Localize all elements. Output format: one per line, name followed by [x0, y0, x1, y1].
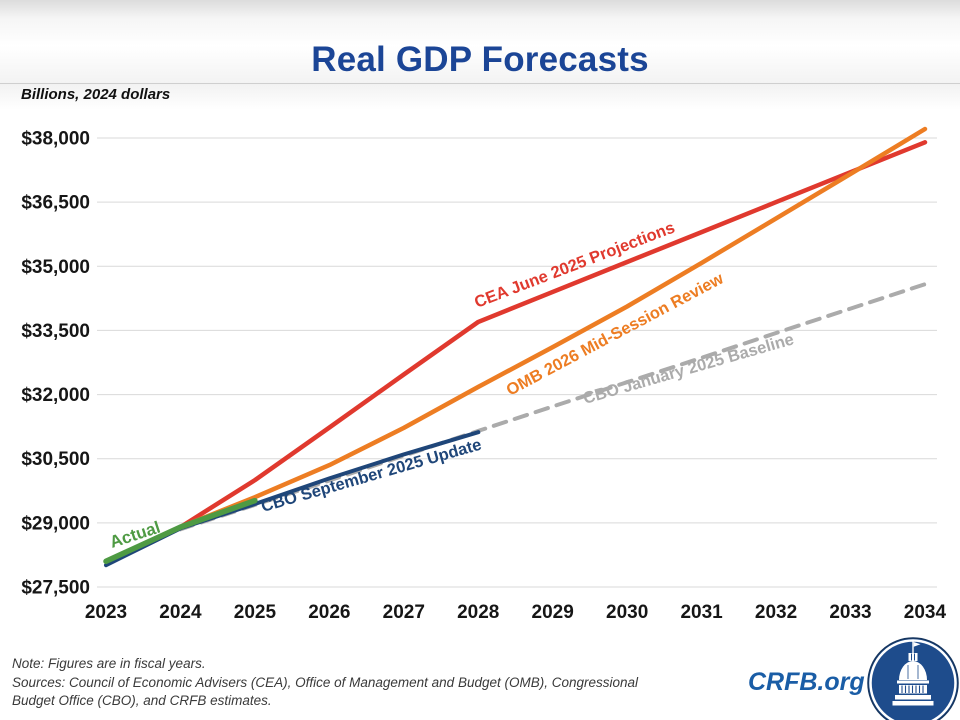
x-tick-label: 2033	[829, 602, 871, 623]
x-tick-label: 2023	[85, 602, 127, 623]
crfb-capitol-logo-icon	[867, 637, 959, 720]
note-line: Note: Figures are in fiscal years.	[12, 656, 206, 671]
chart-title: Real GDP Forecasts	[311, 40, 649, 80]
y-tick-label: $32,000	[21, 385, 90, 406]
crfb-url: CRFB.org	[748, 668, 865, 696]
series-label-cbo-september-2025-update: CBO September 2025 Update	[259, 436, 483, 516]
y-tick-label: $29,000	[21, 513, 90, 534]
chart-notes: Note: Figures are in fiscal years. Sourc…	[12, 655, 638, 711]
x-tick-label: 2032	[755, 602, 797, 623]
y-tick-label: $35,000	[21, 257, 90, 278]
gridlines	[97, 137, 937, 588]
logo-ring	[869, 639, 957, 720]
sources-line-2: Budget Office (CBO), and CRFB estimates.	[12, 693, 272, 708]
x-tick-label: 2025	[234, 602, 277, 623]
header-band	[0, 0, 960, 84]
gdp-forecast-line-chart: $27,500 $29,000 $30,500 $32,000 $33,500 $35,0…	[21, 126, 947, 623]
capitol-dome-icon	[892, 641, 934, 706]
y-axis-units-label: Billions, 2024 dollars	[21, 86, 171, 103]
x-tick-label: 2028	[457, 602, 499, 623]
x-tick-label: 2034	[904, 602, 947, 623]
x-tick-label: 2031	[680, 602, 723, 623]
y-axis-tick-labels: $27,500 $29,000 $30,500 $32,000 $33,500 $35,0…	[21, 129, 90, 599]
x-tick-label: 2026	[308, 602, 350, 623]
x-tick-label: 2030	[606, 602, 648, 623]
x-tick-label: 2027	[383, 602, 425, 623]
x-tick-label: 2024	[159, 602, 202, 623]
y-tick-label: $27,500	[21, 578, 90, 599]
series-line-actual	[103, 497, 258, 565]
y-tick-label: $38,000	[21, 129, 90, 150]
y-tick-label: $36,500	[21, 193, 90, 214]
y-tick-label: $30,500	[21, 449, 90, 470]
series-line-cea-june-2025-projections	[178, 140, 928, 530]
subheader-band	[0, 84, 960, 110]
x-tick-label: 2029	[532, 602, 574, 623]
series-line-omb-2026-mid-session-review	[178, 126, 928, 530]
x-axis-tick-labels: 2023 2024 2025 2026 2027 2028 2029 2030 2031 2032…	[85, 602, 947, 623]
sources-line-1: Sources: Council of Economic Advisers (C…	[12, 674, 639, 690]
series-label-cea-june-2025-projections: CEA June 2025 Projections	[472, 219, 677, 312]
y-tick-label: $33,500	[21, 321, 90, 342]
